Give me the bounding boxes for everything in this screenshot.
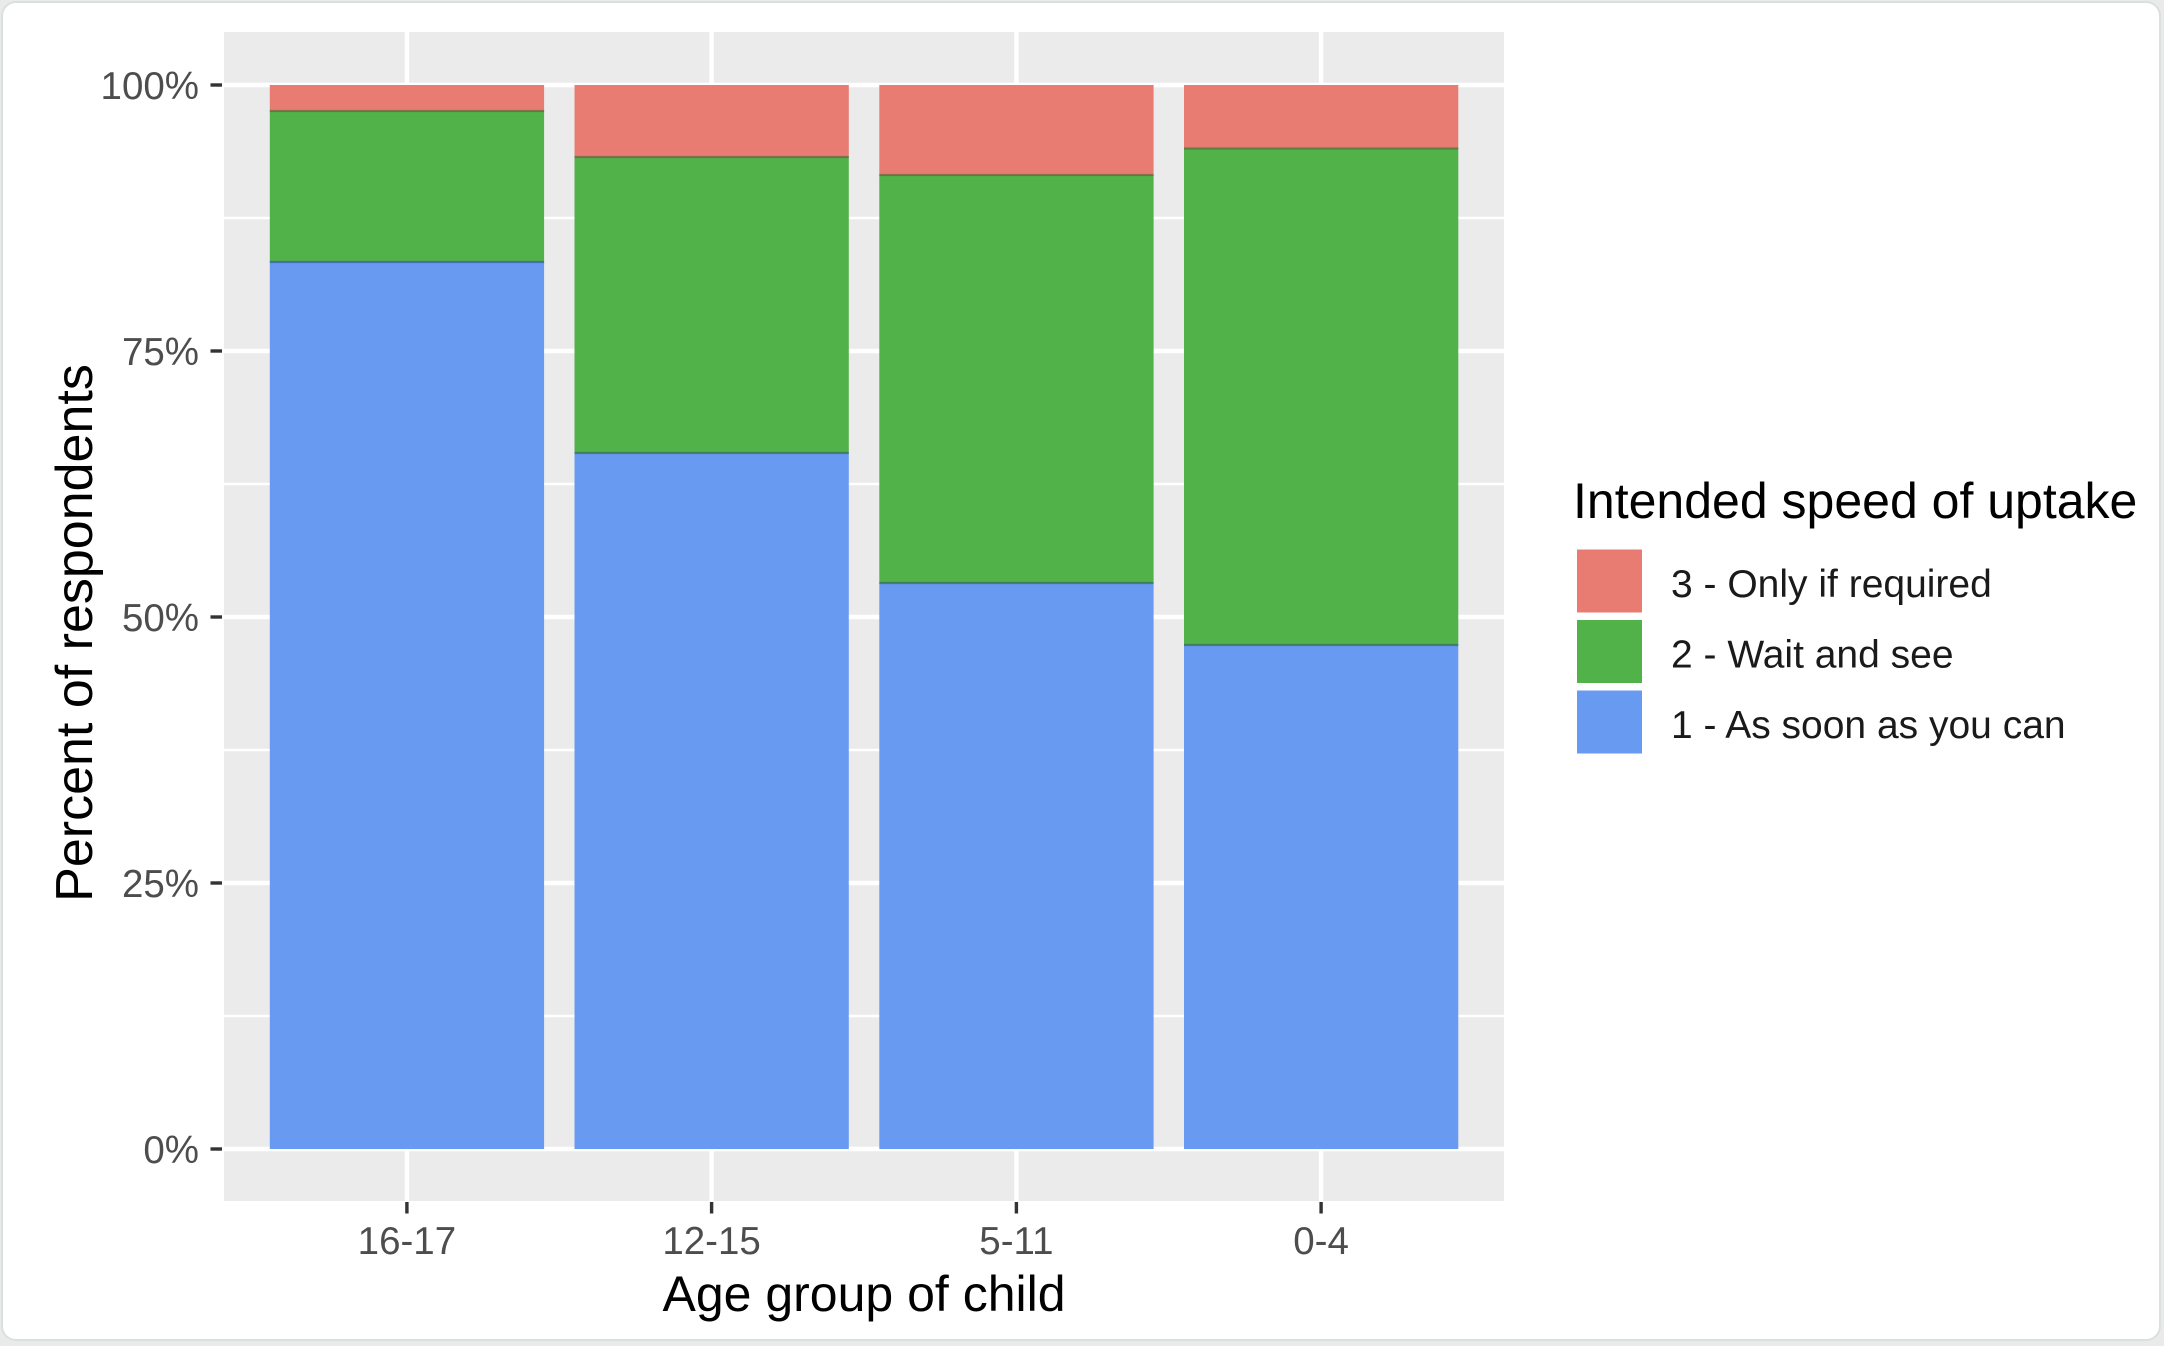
svg-text:100%: 100% xyxy=(101,65,199,108)
svg-text:2 - Wait and see: 2 - Wait and see xyxy=(1671,634,1954,677)
svg-text:16-17: 16-17 xyxy=(358,1220,456,1263)
svg-text:25%: 25% xyxy=(122,863,199,906)
svg-text:Age group of child: Age group of child xyxy=(662,1266,1065,1322)
svg-text:0%: 0% xyxy=(143,1129,199,1172)
svg-text:1 - As soon as you can: 1 - As soon as you can xyxy=(1671,704,2066,747)
svg-text:0-4: 0-4 xyxy=(1293,1220,1349,1263)
svg-text:3 - Only if required: 3 - Only if required xyxy=(1671,563,1992,606)
svg-text:Percent of respondents: Percent of respondents xyxy=(46,364,104,902)
svg-text:12-15: 12-15 xyxy=(662,1220,760,1263)
svg-text:75%: 75% xyxy=(122,331,199,374)
svg-text:5-11: 5-11 xyxy=(979,1220,1053,1263)
svg-text:50%: 50% xyxy=(122,597,199,640)
svg-text:Intended speed of uptake: Intended speed of uptake xyxy=(1573,473,2137,529)
